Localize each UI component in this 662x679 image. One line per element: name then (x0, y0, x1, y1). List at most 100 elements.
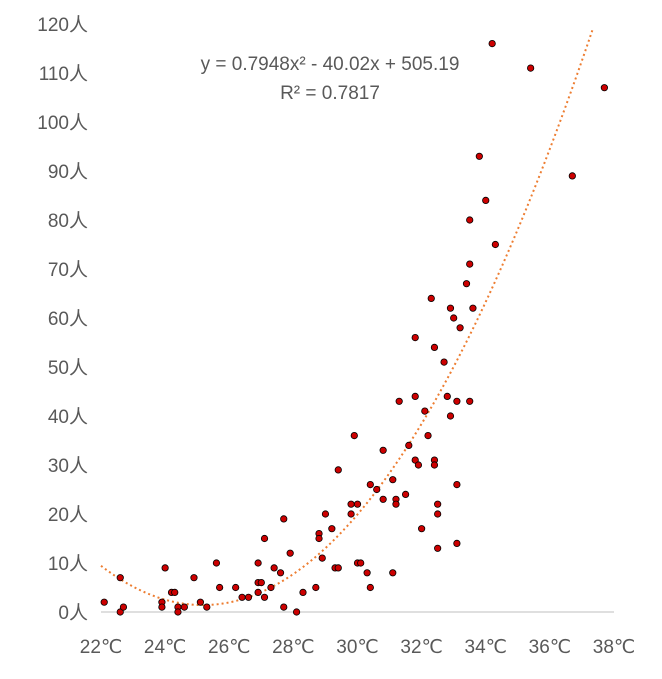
data-point (171, 588, 179, 597)
x-tick-label: 32℃ (400, 637, 442, 658)
data-point (334, 466, 342, 474)
y-tick-label: 20人 (48, 504, 88, 526)
data-point (203, 603, 211, 611)
data-point (286, 549, 294, 557)
data-point (424, 431, 432, 440)
data-point (600, 84, 608, 92)
y-tick-label: 40人 (48, 406, 88, 428)
data-point (116, 574, 124, 582)
data-point (430, 461, 439, 469)
data-point (440, 358, 448, 366)
data-point (482, 196, 490, 204)
data-point (174, 608, 182, 616)
data-point (488, 39, 496, 48)
x-tick-label: 34℃ (465, 637, 507, 658)
data-point (373, 485, 381, 494)
data-point (299, 588, 307, 597)
data-point (453, 539, 461, 548)
data-point (418, 525, 426, 533)
data-point (411, 456, 419, 464)
data-point (196, 598, 204, 606)
data-point (434, 544, 442, 552)
trendline (100, 27, 595, 607)
data-point (353, 500, 362, 508)
data-point (257, 578, 265, 587)
data-point (414, 461, 423, 469)
data-point (446, 412, 455, 420)
data-point (469, 304, 477, 312)
data-point (190, 574, 198, 582)
y-tick-label: 10人 (48, 553, 88, 575)
data-points (100, 39, 608, 616)
y-tick-label: 100人 (37, 112, 88, 134)
data-point (389, 476, 397, 484)
data-point (116, 608, 124, 616)
data-point (443, 392, 451, 400)
data-point (270, 564, 278, 572)
y-tick-label: 0人 (58, 602, 88, 624)
data-point (527, 64, 535, 72)
data-point (366, 480, 374, 489)
y-tick-label: 60人 (48, 308, 88, 330)
data-point (260, 534, 269, 543)
data-point (366, 583, 374, 592)
data-point (475, 152, 483, 160)
x-tick-label: 28℃ (272, 637, 314, 658)
y-tick-label: 70人 (48, 259, 88, 281)
x-tick-label: 24℃ (144, 637, 186, 658)
y-tick-label: 90人 (48, 161, 88, 183)
data-point (466, 216, 474, 224)
data-point (161, 564, 169, 572)
y-tick-label: 30人 (48, 455, 88, 477)
y-tick-label: 80人 (48, 210, 88, 232)
data-point (456, 324, 464, 332)
data-point (328, 525, 336, 533)
data-point (379, 495, 387, 503)
x-tick-label: 30℃ (336, 637, 378, 658)
data-point (401, 490, 410, 498)
data-point (379, 446, 387, 454)
data-point (395, 397, 403, 405)
data-point (244, 593, 253, 601)
data-point (315, 534, 323, 543)
data-point (430, 343, 439, 351)
trendline-equation: y = 0.7948x² - 40.02x + 505.19 (201, 54, 460, 75)
data-point (568, 172, 576, 180)
data-point (212, 559, 221, 567)
y-tick-labels: 0人 10人 20人 30人 40人 50人 60人 70人 80人 90人 100人 110人 120… (37, 14, 88, 624)
data-point (446, 304, 455, 312)
data-point (119, 603, 128, 611)
data-point (180, 603, 188, 611)
data-point (405, 441, 413, 449)
data-point (347, 500, 355, 508)
data-point (280, 603, 288, 611)
data-point (363, 569, 371, 577)
data-point (466, 397, 474, 405)
x-tick-label: 36℃ (529, 637, 571, 658)
data-point (334, 564, 342, 572)
data-point (453, 480, 461, 489)
data-point (421, 407, 429, 415)
data-point (312, 583, 320, 592)
data-point (267, 583, 275, 592)
data-point (280, 515, 288, 523)
data-point (158, 603, 166, 611)
data-point (321, 510, 330, 518)
data-point (238, 593, 246, 601)
y-tick-label: 50人 (48, 357, 88, 379)
data-point (254, 559, 262, 567)
data-point (254, 588, 262, 597)
data-point (100, 598, 108, 606)
data-point (389, 569, 397, 577)
data-point (434, 510, 442, 518)
data-point (411, 392, 419, 400)
x-tick-label: 22℃ (80, 637, 122, 658)
data-point (292, 608, 301, 616)
data-point (347, 510, 355, 518)
data-point (260, 593, 269, 601)
data-point (232, 583, 240, 592)
data-point (450, 314, 458, 322)
data-point (434, 500, 442, 508)
y-tick-label: 110人 (39, 63, 88, 85)
